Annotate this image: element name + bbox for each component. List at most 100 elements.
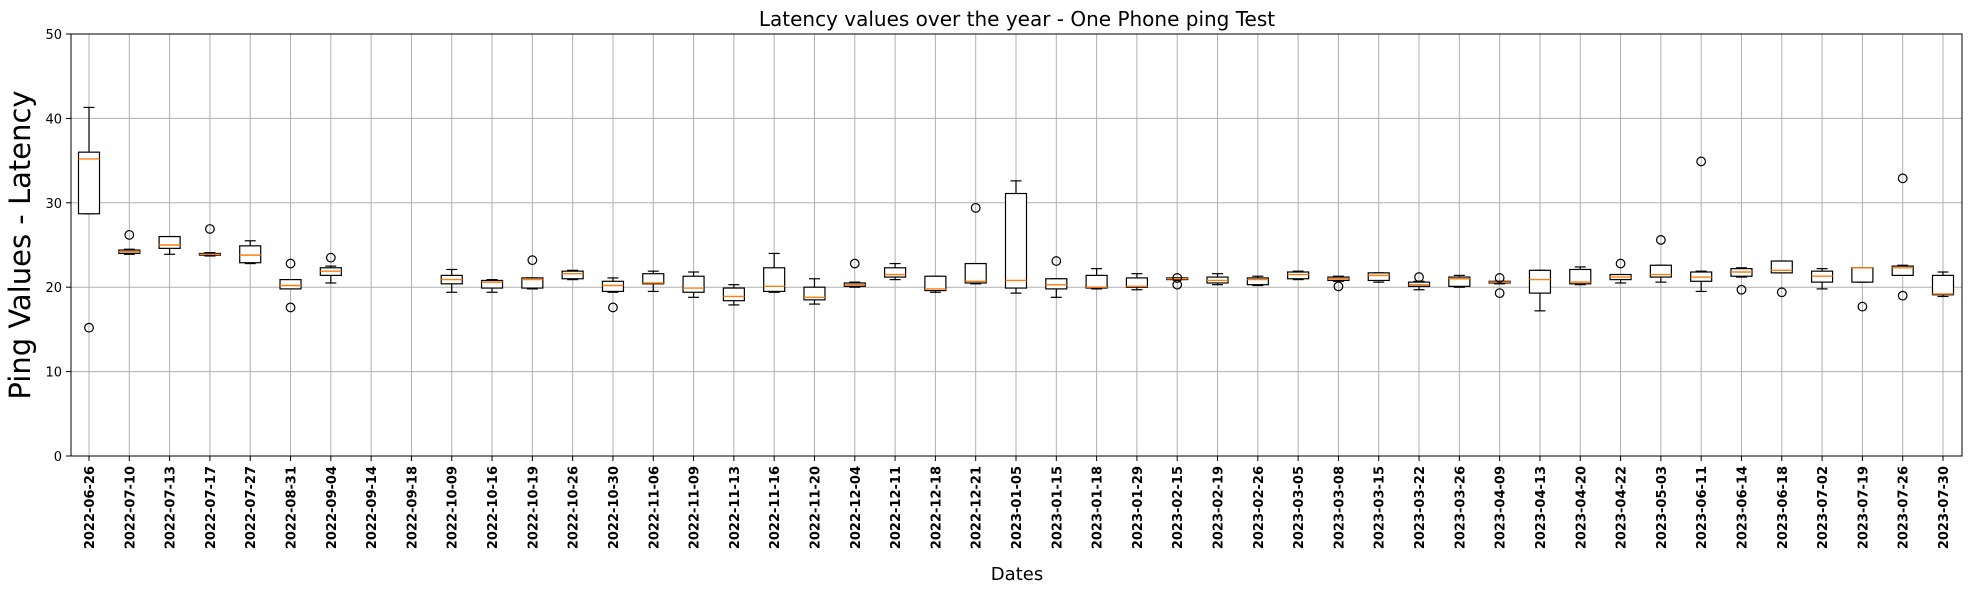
box bbox=[279, 279, 302, 290]
x-tick-label: 2023-06-18 bbox=[1776, 466, 1791, 549]
x-tick-label: 2023-04-20 bbox=[1574, 466, 1589, 549]
x-tick-label: 2022-09-18 bbox=[405, 466, 420, 549]
x-tick-label: 2023-02-15 bbox=[1171, 466, 1186, 549]
x-tick-label: 2023-05-03 bbox=[1655, 466, 1670, 549]
outlier-point bbox=[124, 229, 135, 240]
outlier-point bbox=[1857, 301, 1868, 312]
outlier-point bbox=[205, 224, 215, 234]
x-tick-label: 2023-01-18 bbox=[1091, 466, 1106, 549]
x-tick-label: 2022-10-16 bbox=[486, 466, 501, 549]
x-tick-label: 2023-07-19 bbox=[1856, 466, 1871, 549]
outlier-point bbox=[1333, 281, 1344, 292]
box bbox=[964, 262, 987, 284]
box bbox=[239, 245, 262, 264]
x-tick-label: 2022-11-16 bbox=[768, 466, 783, 549]
y-tick-label: 20 bbox=[45, 281, 62, 296]
x-axis-label: Dates bbox=[991, 564, 1043, 585]
outlier-point bbox=[84, 322, 94, 333]
box bbox=[1891, 265, 1914, 276]
box bbox=[561, 270, 584, 280]
outlier-point bbox=[1696, 156, 1707, 167]
outlier-point bbox=[608, 302, 618, 313]
x-tick-label: 2023-01-05 bbox=[1010, 466, 1025, 549]
outlier-point bbox=[1172, 279, 1183, 290]
x-tick-label: 2023-07-30 bbox=[1937, 466, 1952, 549]
box bbox=[601, 280, 625, 293]
box bbox=[883, 267, 907, 278]
box bbox=[521, 277, 544, 289]
x-tick-label: 2022-11-20 bbox=[808, 466, 823, 549]
outlier-point bbox=[325, 252, 336, 263]
x-tick-label: 2022-07-10 bbox=[123, 466, 138, 549]
box bbox=[924, 275, 947, 292]
x-tick-label: 2022-10-19 bbox=[526, 466, 541, 549]
x-tick-label: 2023-02-19 bbox=[1212, 466, 1227, 549]
x-tick-label: 2023-07-02 bbox=[1816, 466, 1831, 549]
x-tick-label: 2022-11-13 bbox=[728, 466, 743, 549]
x-tick-label: 2023-01-29 bbox=[1131, 466, 1146, 549]
outlier-point bbox=[1414, 272, 1424, 282]
y-tick-label: 0 bbox=[54, 450, 62, 465]
x-tick-label: 2022-06-26 bbox=[83, 466, 98, 549]
outlier-point bbox=[1172, 273, 1183, 283]
box bbox=[763, 267, 786, 293]
outlier-point bbox=[285, 302, 296, 313]
outlier-point bbox=[1736, 284, 1747, 295]
outlier-point bbox=[1615, 258, 1626, 269]
x-tick-label: 2022-12-04 bbox=[849, 466, 864, 549]
outlier-point bbox=[1051, 256, 1062, 266]
x-tick-label: 2023-07-26 bbox=[1897, 466, 1912, 549]
x-tick-label: 2023-03-15 bbox=[1373, 466, 1388, 549]
outlier-point bbox=[1655, 235, 1666, 245]
x-tick-label: 2022-10-09 bbox=[446, 466, 461, 549]
x-tick-label: 2022-12-21 bbox=[970, 466, 985, 549]
x-tick-label: 2022-10-26 bbox=[567, 466, 582, 549]
y-axis-label: Ping Values - Latency bbox=[3, 90, 37, 399]
chart-title: Latency values over the year - One Phone… bbox=[759, 7, 1275, 31]
outlier-point bbox=[1776, 287, 1787, 298]
box bbox=[158, 235, 181, 249]
x-tick-label: 2023-03-05 bbox=[1292, 466, 1307, 549]
box bbox=[682, 275, 705, 293]
x-tick-label: 2023-06-14 bbox=[1735, 466, 1750, 549]
box bbox=[1287, 271, 1310, 280]
x-tick-label: 2023-03-08 bbox=[1332, 466, 1347, 549]
outlier-point bbox=[849, 258, 860, 269]
x-tick-label: 2023-04-22 bbox=[1615, 466, 1630, 549]
x-tick-label: 2023-01-15 bbox=[1050, 466, 1065, 549]
x-tick-label: 2022-08-31 bbox=[285, 466, 300, 549]
tick-layer: 0 10 20 30 40 50 2022-06-26 2022-07-10 2022-07-1… bbox=[45, 28, 1952, 549]
x-tick-label: 2022-07-13 bbox=[164, 466, 179, 549]
x-tick-label: 2023-03-22 bbox=[1413, 466, 1428, 549]
box bbox=[1569, 268, 1592, 285]
box bbox=[1770, 260, 1793, 274]
outlier-point bbox=[970, 202, 981, 213]
y-tick-label: 30 bbox=[45, 197, 62, 212]
box bbox=[1045, 278, 1068, 290]
x-tick-label: 2023-03-26 bbox=[1453, 466, 1468, 549]
box bbox=[1851, 267, 1874, 283]
x-tick-label: 2022-07-17 bbox=[204, 466, 219, 549]
box bbox=[1931, 274, 1955, 296]
outlier-point bbox=[1897, 173, 1908, 184]
y-tick-label: 40 bbox=[45, 112, 62, 127]
outlier-point bbox=[1897, 290, 1908, 301]
box bbox=[642, 273, 665, 285]
outlier-point bbox=[1494, 273, 1505, 283]
box-layer bbox=[77, 106, 1955, 333]
box bbox=[1085, 274, 1108, 289]
x-tick-label: 2022-07-27 bbox=[244, 466, 259, 549]
box bbox=[480, 279, 504, 289]
x-tick-label: 2022-11-06 bbox=[647, 466, 662, 549]
x-tick-label: 2023-04-09 bbox=[1494, 466, 1509, 549]
box bbox=[1649, 264, 1672, 278]
box bbox=[1246, 277, 1269, 286]
x-tick-label: 2022-12-11 bbox=[889, 466, 904, 549]
y-tick-label: 10 bbox=[45, 366, 62, 381]
x-tick-label: 2023-02-26 bbox=[1252, 466, 1267, 549]
outlier-point bbox=[527, 255, 538, 266]
x-tick-label: 2022-12-18 bbox=[929, 466, 944, 549]
box bbox=[1004, 192, 1028, 289]
